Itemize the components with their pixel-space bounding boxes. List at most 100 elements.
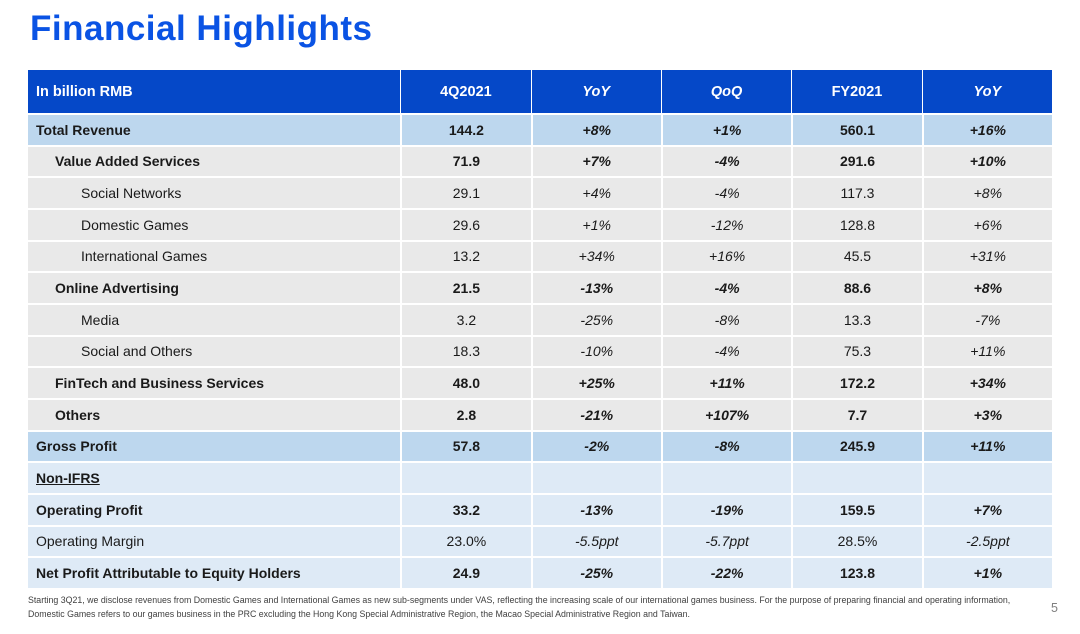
row-value: -8% xyxy=(660,431,791,462)
row-value: -22% xyxy=(660,558,791,588)
table-row: Social Networks 29.1 +4% -4% 117.3 +8% xyxy=(28,178,1052,210)
row-value xyxy=(400,463,530,493)
row-label: Online Advertising xyxy=(55,280,179,297)
row-value: 48.0 xyxy=(400,368,530,398)
row-label: Others xyxy=(55,406,101,423)
row-value: +11% xyxy=(921,431,1052,462)
row-label: Operating Margin xyxy=(36,533,145,550)
row-value: +8% xyxy=(530,115,661,145)
row-value: +7% xyxy=(530,146,661,177)
row-value: 117.3 xyxy=(791,178,921,208)
row-value: +10% xyxy=(921,146,1052,177)
table-row: Online Advertising 21.5 -13% -4% 88.6 +8% xyxy=(28,273,1052,305)
column-header-qoq: QoQ xyxy=(660,70,791,113)
row-value xyxy=(530,463,661,493)
row-value: -21% xyxy=(530,399,661,430)
row-value: +1% xyxy=(921,558,1052,588)
row-label: Non-IFRS xyxy=(36,470,100,487)
row-value: +31% xyxy=(921,241,1052,272)
row-value: +6% xyxy=(921,209,1052,240)
table-row: Net Profit Attributable to Equity Holder… xyxy=(28,558,1052,590)
row-label: Net Profit Attributable to Equity Holder… xyxy=(36,565,301,582)
row-value: -8% xyxy=(660,304,791,335)
row-value: +11% xyxy=(921,336,1052,367)
table-row: International Games 13.2 +34% +16% 45.5 +31% xyxy=(28,241,1052,274)
column-header-4q2021: 4Q2021 xyxy=(400,70,530,113)
row-value: -19% xyxy=(660,494,791,525)
row-value: 144.2 xyxy=(400,115,530,145)
row-value: -4% xyxy=(660,146,791,177)
table-row: Domestic Games 29.6 +1% -12% 128.8 +6% xyxy=(28,209,1052,242)
row-value: 24.9 xyxy=(400,558,530,588)
row-value: 7.7 xyxy=(791,399,921,430)
column-header-yoy-fullyear: YoY xyxy=(921,70,1052,113)
page-title: Financial Highlights xyxy=(30,9,373,48)
row-label: Media xyxy=(81,311,120,328)
row-value xyxy=(791,463,921,493)
column-header-unit: In billion RMB xyxy=(36,83,133,100)
row-value: +34% xyxy=(530,241,661,272)
table-body: Total Revenue 144.2 +8% +1% 560.1 +16% Value A… xyxy=(28,115,1052,590)
table-row: Value Added Services 71.9 +7% -4% 291.6 +10% xyxy=(28,146,1052,179)
row-value: -13% xyxy=(530,273,661,303)
row-value: -2.5ppt xyxy=(921,526,1052,557)
row-value: 560.1 xyxy=(791,115,921,145)
column-header-yoy-quarter: YoY xyxy=(530,70,661,113)
row-value: 71.9 xyxy=(400,146,530,177)
row-value: 245.9 xyxy=(791,431,921,462)
row-value: +1% xyxy=(530,209,661,240)
row-value: -2% xyxy=(530,431,661,462)
row-value: 88.6 xyxy=(791,273,921,303)
row-value: +34% xyxy=(921,368,1052,398)
table-row: Others 2.8 -21% +107% 7.7 +3% xyxy=(28,399,1052,432)
row-value: -4% xyxy=(660,178,791,208)
row-value: 21.5 xyxy=(400,273,530,303)
row-value: +7% xyxy=(921,494,1052,525)
table-row: Gross Profit 57.8 -2% -8% 245.9 +11% xyxy=(28,431,1052,464)
table-header-row: In billion RMB 4Q2021 YoY QoQ FY2021 YoY xyxy=(28,70,1052,115)
row-label: Domestic Games xyxy=(81,216,189,233)
row-value: 23.0% xyxy=(400,526,530,557)
table-row: Total Revenue 144.2 +8% +1% 560.1 +16% xyxy=(28,115,1052,147)
page-number: 5 xyxy=(1051,601,1058,615)
table-row: Media 3.2 -25% -8% 13.3 -7% xyxy=(28,304,1052,337)
table-row: Operating Margin 23.0% -5.5ppt -5.7ppt 28.5%… xyxy=(28,526,1052,559)
row-value: 45.5 xyxy=(791,241,921,272)
row-value: -10% xyxy=(530,336,661,367)
row-value: 159.5 xyxy=(791,494,921,525)
row-value: 291.6 xyxy=(791,146,921,177)
row-value: 18.3 xyxy=(400,336,530,367)
row-value: -12% xyxy=(660,209,791,240)
column-header-fy2021: FY2021 xyxy=(791,70,921,113)
row-value: +8% xyxy=(921,273,1052,303)
row-label: Total Revenue xyxy=(36,121,131,138)
row-value: 2.8 xyxy=(400,399,530,430)
row-label: FinTech and Business Services xyxy=(55,375,265,392)
row-label: Social Networks xyxy=(81,185,182,202)
row-value: +16% xyxy=(660,241,791,272)
row-value: -5.7ppt xyxy=(660,526,791,557)
row-value: -4% xyxy=(660,273,791,303)
row-value xyxy=(921,463,1052,493)
row-value: +8% xyxy=(921,178,1052,208)
row-value: 13.3 xyxy=(791,304,921,335)
row-value: 57.8 xyxy=(400,431,530,462)
row-value: -4% xyxy=(660,336,791,367)
row-value: 33.2 xyxy=(400,494,530,525)
row-value: 28.5% xyxy=(791,526,921,557)
row-value: +4% xyxy=(530,178,661,208)
row-value: -13% xyxy=(530,494,661,525)
table-row: FinTech and Business Services 48.0 +25% +11… xyxy=(28,368,1052,400)
row-value: -7% xyxy=(921,304,1052,335)
row-value: 13.2 xyxy=(400,241,530,272)
row-value: -25% xyxy=(530,304,661,335)
financial-highlights-table: In billion RMB 4Q2021 YoY QoQ FY2021 YoY… xyxy=(28,70,1052,590)
row-value: +16% xyxy=(921,115,1052,145)
row-label: Operating Profit xyxy=(36,501,143,518)
row-value xyxy=(660,463,791,493)
row-label: Gross Profit xyxy=(36,438,117,455)
row-label: Value Added Services xyxy=(55,153,200,170)
row-value: -25% xyxy=(530,558,661,588)
row-value: 29.6 xyxy=(400,209,530,240)
